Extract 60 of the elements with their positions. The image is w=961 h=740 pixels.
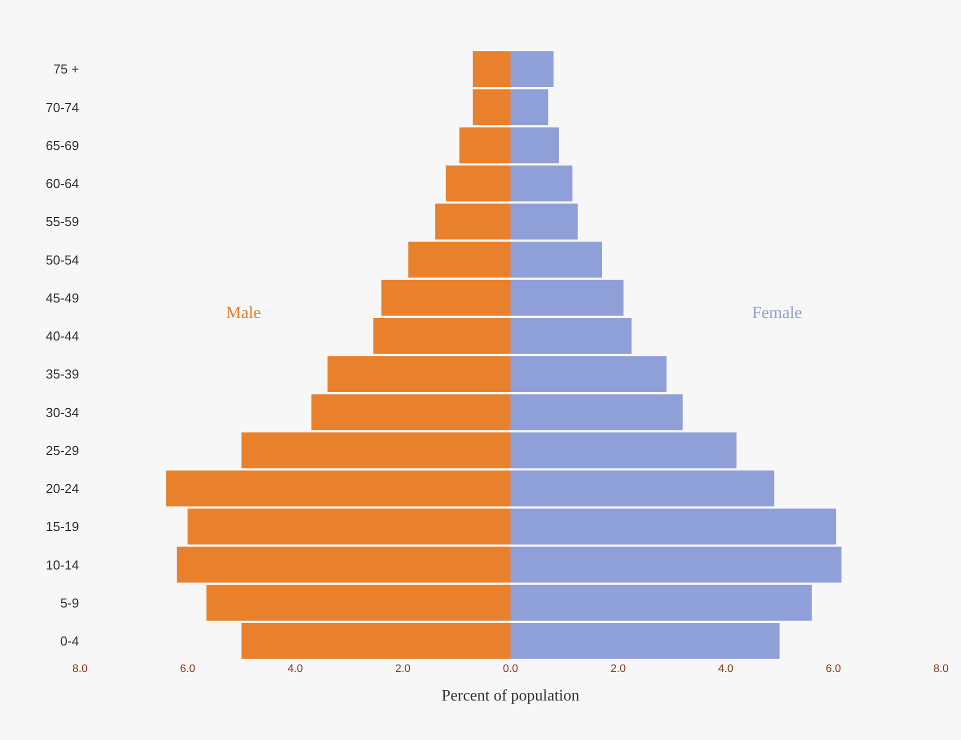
x-tick-label: 8.0 [72,663,88,675]
bar [510,242,602,278]
y-tick-label: 50-54 [46,252,79,268]
bar [446,166,510,202]
bar [459,127,510,164]
x-axis-title: Percent of population [442,688,580,705]
bar [510,470,774,506]
y-tick-label: 5-9 [60,595,79,610]
bar [510,432,737,468]
y-tick-label: 10-14 [46,557,79,572]
bar [241,432,510,468]
x-tick-label: 2.0 [395,663,411,675]
text: Female [752,303,802,322]
bar [510,166,572,202]
x-tick-label: 4.0 [718,663,734,675]
bar [373,318,510,354]
bar [510,394,683,430]
y-tick-label: 55-59 [46,214,79,230]
y-tick-label: 45-49 [46,290,79,306]
y-tick-label: 75 + [53,62,79,77]
bar [241,623,510,659]
text: Male [226,303,261,322]
bar [510,204,578,240]
bar [328,356,510,392]
y-tick-label: 60-64 [46,176,79,191]
bar [510,127,559,164]
y-tick-label: 70-74 [46,100,79,115]
bar [166,470,510,506]
bar [408,242,510,278]
bar [510,51,554,87]
y-tick-label: 25-29 [46,442,79,458]
y-tick-label: 40-44 [46,328,79,344]
y-tick-label: 35-39 [46,366,79,382]
y-tick-label: 20-24 [46,480,79,496]
bar [311,394,510,430]
bar [510,584,812,621]
bar [510,546,842,583]
bar [510,356,667,392]
y-tick-label: 65-69 [46,138,79,153]
bar [206,584,510,621]
bar [176,546,510,583]
y-tick-label: 0-4 [60,633,79,648]
x-tick-label: 6.0 [180,663,196,675]
y-tick-label: 30-34 [46,404,79,420]
bar [510,280,624,316]
bar [510,508,836,544]
x-tick-label: 6.0 [826,663,842,675]
bar [510,623,780,659]
bar [381,280,510,316]
y-tick-label: 15-19 [46,519,79,534]
bar [510,89,548,126]
x-tick-label: 2.0 [610,663,626,675]
x-tick-label: 0.0 [502,663,518,675]
bar [188,508,510,544]
bar [435,204,510,240]
x-tick-label: 4.0 [288,663,303,675]
x-tick-label: 8.0 [933,663,949,675]
bar [510,318,632,354]
bar [472,89,510,126]
bar [472,51,510,87]
